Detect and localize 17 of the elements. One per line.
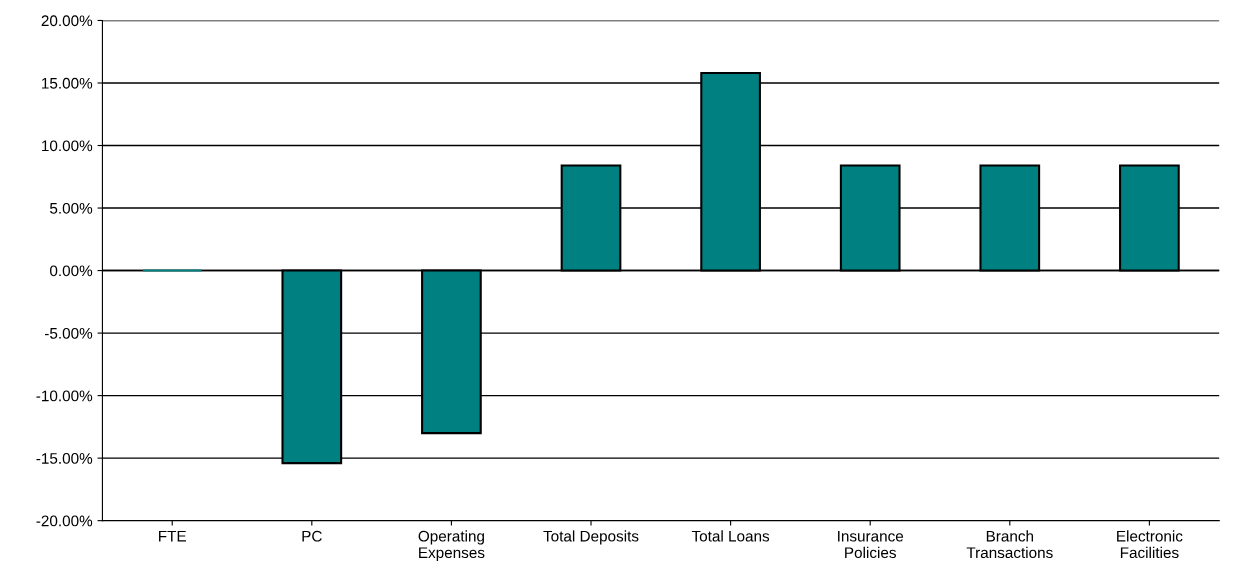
- x-tick-label: Electronic Facilities: [1117, 530, 1183, 559]
- y-tick-label: -15.00%: [36, 453, 93, 464]
- y-tick-label: -5.00%: [44, 327, 93, 339]
- y-tick-label: -10.00%: [36, 390, 93, 402]
- x-tick-label: FTE: [159, 530, 186, 542]
- x-tick-label: Total Loans: [691, 530, 770, 542]
- y-tick-label: 0.00%: [49, 265, 93, 277]
- x-tick-label: PC: [302, 530, 322, 542]
- y-tick-label: 20.00%: [41, 15, 93, 27]
- x-tick-label: Branch Transactions: [966, 530, 1053, 559]
- x-tick-label: Total Deposits: [543, 530, 639, 545]
- y-tick-label: 15.00%: [42, 77, 93, 89]
- y-tick-label: 5.00%: [49, 202, 93, 214]
- y-tick-label: 10.00%: [42, 140, 93, 152]
- y-tick-label: -20.00%: [36, 515, 93, 527]
- x-tick-label: Insurance Policies: [838, 530, 904, 559]
- x-tick-label: Operating Expenses: [418, 530, 485, 562]
